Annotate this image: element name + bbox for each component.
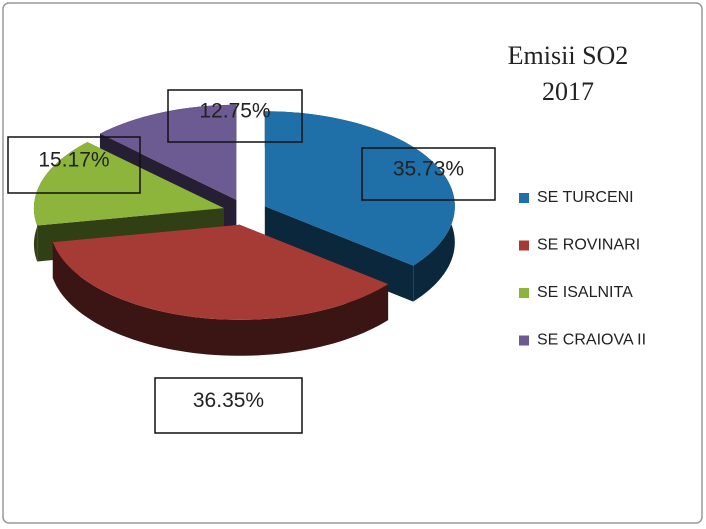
data-label-box bbox=[154, 377, 303, 434]
data-label: 36.35% bbox=[193, 389, 264, 412]
slice bbox=[264, 111, 455, 302]
slice-cut-face bbox=[264, 206, 414, 302]
legend-label: SE ROVINARI bbox=[537, 237, 640, 254]
chart-title: Emisii SO2 bbox=[508, 41, 629, 70]
data-label: 35.73% bbox=[393, 158, 464, 181]
data-label: 12.75% bbox=[199, 100, 270, 123]
chart-title: 2017 bbox=[542, 77, 594, 106]
slice-top bbox=[264, 111, 455, 266]
slice-top bbox=[99, 104, 237, 200]
legend-label: SE CRAIOVA II bbox=[537, 332, 646, 349]
data-label-box bbox=[7, 136, 141, 194]
legend-swatch bbox=[519, 288, 529, 298]
slice-top bbox=[52, 224, 389, 320]
legend-label: SE ISALNITA bbox=[537, 284, 633, 301]
slice bbox=[33, 142, 224, 262]
slice-side bbox=[52, 242, 389, 356]
slice-top bbox=[33, 142, 224, 226]
legend-swatch bbox=[519, 335, 529, 346]
legend-swatch bbox=[519, 193, 529, 203]
slice bbox=[52, 224, 389, 356]
legend-swatch bbox=[519, 240, 529, 251]
data-label-box bbox=[361, 147, 496, 201]
data-label: 15.17% bbox=[38, 149, 109, 172]
data-label-box bbox=[167, 89, 303, 143]
legend-label: SE TURCENI bbox=[537, 189, 634, 206]
